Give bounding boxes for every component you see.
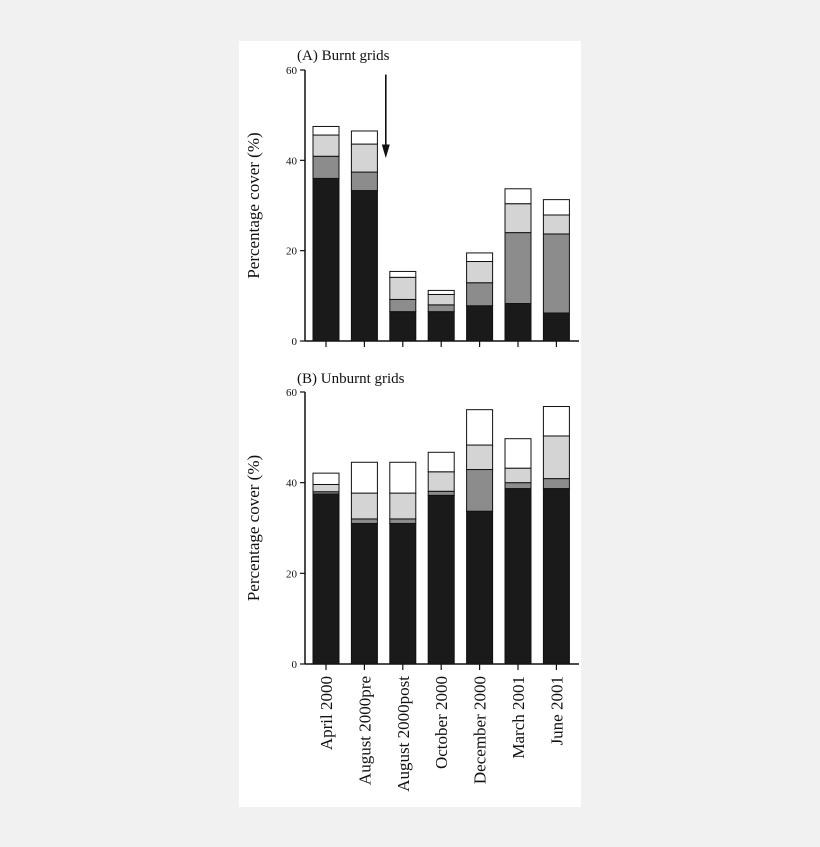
- bar-segment-1: [312, 177, 340, 342]
- bar-segment-1: [389, 522, 417, 665]
- y-tick-label: 60: [286, 65, 298, 77]
- bar-segment-4: [504, 188, 532, 205]
- bar-segment-2: [389, 518, 417, 524]
- bar-segment-3: [504, 203, 532, 234]
- bar-segment-3: [350, 143, 378, 173]
- y-tick-label: 40: [286, 478, 298, 490]
- y-axis-label: Percentage cover (%): [244, 455, 263, 601]
- bar-segment-1: [350, 190, 378, 342]
- bar-segment-3: [542, 435, 570, 480]
- bar-segment-4: [427, 289, 455, 295]
- chart-panel-a: (A) Burnt grids Percentage cover (%) 0 20 40…: [244, 48, 579, 348]
- bar-segment-1: [389, 311, 417, 342]
- bar-segment-4: [466, 409, 494, 446]
- x-tick-label: December 2000: [471, 676, 490, 784]
- y-tick-label: 20: [286, 246, 298, 258]
- bar-segment-1: [466, 305, 494, 342]
- bar-segment-1: [504, 488, 532, 665]
- bar-segment-2: [350, 171, 378, 192]
- bar-segment-2: [542, 478, 570, 490]
- bar-segment-1: [427, 494, 455, 665]
- bar-segment-1: [350, 522, 378, 665]
- x-tick-label: October 2000: [432, 676, 451, 769]
- y-tick-label: 60: [286, 387, 298, 399]
- bar-segment-3: [389, 276, 417, 300]
- x-tick-label: August 2000pre: [355, 676, 374, 785]
- y-tick-label: 20: [286, 568, 298, 580]
- bar-segment-1: [466, 510, 494, 665]
- bar-segment-3: [504, 467, 532, 484]
- bar-segment-3: [312, 483, 340, 493]
- bar-segment-1: [542, 312, 570, 342]
- fire-arrow-head: [381, 144, 390, 159]
- bar-segment-4: [466, 252, 494, 263]
- bar-segment-2: [312, 155, 340, 179]
- bar-segment-3: [542, 214, 570, 235]
- bar-segment-3: [466, 444, 494, 471]
- bar-segment-4: [312, 472, 340, 485]
- bar-segment-4: [350, 130, 378, 145]
- y-axis-label: Percentage cover (%): [244, 132, 263, 278]
- y-tick-label: 0: [292, 659, 298, 671]
- bar-segment-2: [427, 490, 455, 496]
- bar-segment-1: [542, 488, 570, 665]
- bar-segment-2: [427, 304, 455, 313]
- x-tick-label: April 2000: [317, 676, 336, 750]
- x-tick-label: June 2001: [547, 676, 566, 745]
- bar-segment-1: [312, 493, 340, 665]
- bar-segment-1: [427, 311, 455, 342]
- bar-segment-3: [466, 261, 494, 284]
- bar-segment-2: [350, 518, 378, 524]
- bar-segment-3: [389, 492, 417, 520]
- bar-segment-4: [504, 438, 532, 469]
- chart-title: (A) Burnt grids: [297, 48, 390, 64]
- bar-segment-3: [350, 492, 378, 520]
- bar-segment-3: [427, 293, 455, 306]
- bar-segment-4: [350, 461, 378, 494]
- bar-segment-3: [312, 134, 340, 157]
- y-tick-label: 0: [292, 336, 298, 348]
- x-tick-label: August 2000post: [394, 676, 413, 792]
- bar-segment-4: [389, 461, 417, 494]
- bar-segment-1: [504, 303, 532, 342]
- bar-segment-2: [466, 282, 494, 307]
- chart-panel-b: (B) Unburnt grids Percentage cover (%) 0 20…: [244, 371, 579, 792]
- bar-segment-4: [427, 451, 455, 473]
- bar-segment-2: [504, 482, 532, 490]
- bar-segment-4: [389, 270, 417, 278]
- bar-segment-2: [504, 232, 532, 305]
- figure-card: (A) Burnt grids Percentage cover (%) 0 20 40…: [239, 41, 581, 807]
- bar-segment-4: [312, 125, 340, 136]
- bar-segment-4: [542, 199, 570, 216]
- stacked-bar-figure: (A) Burnt grids Percentage cover (%) 0 20 40…: [244, 48, 579, 792]
- bar-segment-2: [542, 233, 570, 314]
- x-tick-label: March 2001: [509, 676, 528, 759]
- bar-segment-3: [427, 471, 455, 492]
- bar-segment-4: [542, 406, 570, 437]
- bar-segment-2: [466, 469, 494, 512]
- chart-title: (B) Unburnt grids: [297, 371, 405, 387]
- y-tick-label: 40: [286, 155, 298, 167]
- bar-segment-2: [389, 298, 417, 313]
